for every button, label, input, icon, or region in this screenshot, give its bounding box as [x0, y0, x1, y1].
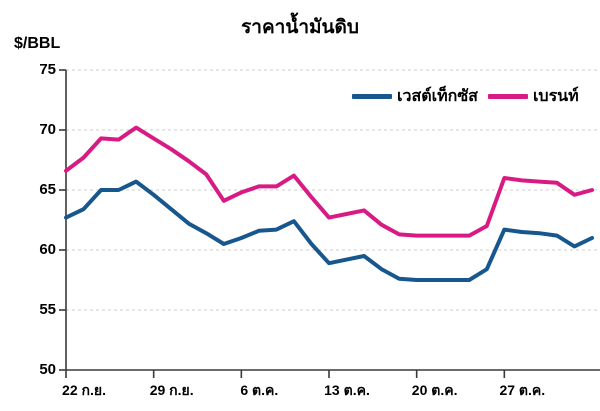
legend-item-brent[interactable]: เบรนท์ — [487, 84, 579, 109]
y-axis-tick-label: 65 — [39, 181, 56, 198]
x-axis-tick-label: 13 ต.ค. — [324, 382, 370, 398]
legend-swatch-brent — [487, 94, 528, 99]
x-axis-tick-label: 20 ต.ค. — [411, 382, 458, 398]
x-axis-tick-label: 22 ก.ย. — [62, 382, 106, 398]
legend-label-wti: เวสต์เท็กซัส — [397, 88, 478, 105]
legend-item-wti[interactable]: เวสต์เท็กซัส — [352, 84, 478, 109]
legend-swatch-wti — [352, 94, 392, 99]
chart-legend: เวสต์เท็กซัส เบรนท์ — [352, 84, 579, 109]
chart-title: ราคาน้ำมันดิบ — [241, 17, 359, 38]
y-axis-tick-label: 60 — [39, 241, 56, 258]
x-axis-tick-label: 27 ต.ค. — [499, 382, 546, 398]
series-line-brent — [64, 125, 594, 238]
y-axis-tick-label: 70 — [39, 121, 56, 138]
y-axis-unit-label: $/BBL — [14, 35, 61, 52]
series-line-wti — [64, 179, 594, 282]
x-axis-tick-label: 6 ต.ค. — [240, 382, 279, 398]
y-axis-tick-label: 50 — [39, 361, 56, 378]
y-axis-tick-label: 75 — [39, 61, 56, 78]
x-axis-tick-label: 29 ก.ย. — [149, 382, 194, 398]
legend-label-brent: เบรนท์ — [532, 88, 579, 105]
y-axis-tick-label: 55 — [39, 301, 56, 318]
